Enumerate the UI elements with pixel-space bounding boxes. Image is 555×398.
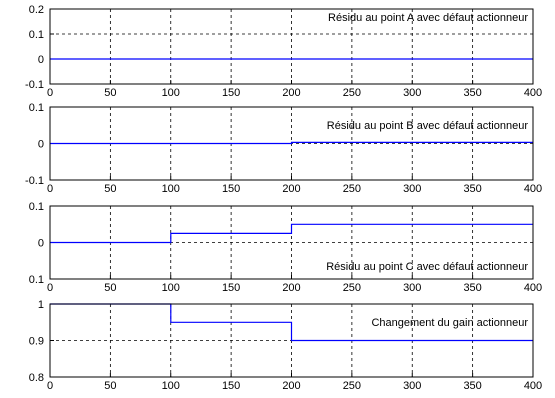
annotation-text: Changement du gain actionneur xyxy=(371,317,528,329)
x-tick-label: 300 xyxy=(403,87,421,99)
x-tick-label: 200 xyxy=(282,282,300,294)
x-tick-label: 350 xyxy=(463,282,481,294)
x-tick-label: 100 xyxy=(162,380,180,392)
y-tick-label: 0.1 xyxy=(29,274,44,286)
x-tick-label: 400 xyxy=(524,380,542,392)
x-tick-label: 200 xyxy=(282,183,300,195)
x-tick-label: 50 xyxy=(104,183,116,195)
x-tick-label: 100 xyxy=(162,87,180,99)
annotation-text: Résidu au point B avec défaut actionneur xyxy=(327,120,529,132)
x-tick-label: 400 xyxy=(524,183,542,195)
x-tick-label: 350 xyxy=(463,380,481,392)
x-tick-label: 250 xyxy=(343,380,361,392)
y-tick-label: 0.9 xyxy=(29,336,44,348)
subplot-1: 0 50 100 150 200 250 300 350 4000.20.10-0.1Résid… xyxy=(25,4,542,99)
annotation-text: Résidu au point C avec défaut actionneur xyxy=(326,261,528,273)
x-tick-label: 150 xyxy=(222,380,240,392)
x-tick-label: 150 xyxy=(222,87,240,99)
annotation-text: Résidu au point A avec défaut actionneur xyxy=(328,12,528,24)
x-tick-label: 200 xyxy=(282,380,300,392)
y-tick-label: 0 xyxy=(38,139,44,151)
y-tick-label: 0.1 xyxy=(29,102,44,114)
x-tick-label: 250 xyxy=(343,183,361,195)
x-tick-label: 350 xyxy=(463,183,481,195)
y-tick-label: 0.1 xyxy=(29,201,44,213)
y-tick-label: 0.2 xyxy=(29,4,44,16)
y-tick-label: 0 xyxy=(38,54,44,66)
x-tick-label: 50 xyxy=(104,87,116,99)
x-tick-label: 50 xyxy=(104,282,116,294)
y-tick-label: 0.8 xyxy=(29,372,44,384)
x-tick-label: 350 xyxy=(463,87,481,99)
subplot-4: 0 50 100 150 200 250 300 350 400 1 0.9 0.8 Changemen… xyxy=(29,299,542,392)
x-tick-label: 150 xyxy=(222,183,240,195)
x-tick-label: 300 xyxy=(403,183,421,195)
x-tick-label: 250 xyxy=(343,87,361,99)
y-tick-label: -0.1 xyxy=(25,79,44,91)
x-tick-label: 250 xyxy=(343,282,361,294)
y-tick-label: 1 xyxy=(38,299,44,311)
x-tick-label: 300 xyxy=(403,380,421,392)
x-tick-label: 400 xyxy=(524,282,542,294)
x-tick-label: 0 xyxy=(47,282,53,294)
x-tick-label: 50 xyxy=(104,380,116,392)
x-tick-label: 0 xyxy=(47,183,53,195)
x-tick-label: 150 xyxy=(222,282,240,294)
x-tick-label: 0 xyxy=(47,87,53,99)
y-tick-label: 0.1 xyxy=(29,29,44,41)
x-tick-label: 0 xyxy=(47,380,53,392)
x-tick-label: 100 xyxy=(162,183,180,195)
x-tick-label: 400 xyxy=(524,87,542,99)
x-tick-label: 300 xyxy=(403,282,421,294)
y-tick-label: 0 xyxy=(38,238,44,250)
y-tick-label: -0.1 xyxy=(25,175,44,187)
x-tick-label: 100 xyxy=(162,282,180,294)
x-tick-label: 200 xyxy=(282,87,300,99)
